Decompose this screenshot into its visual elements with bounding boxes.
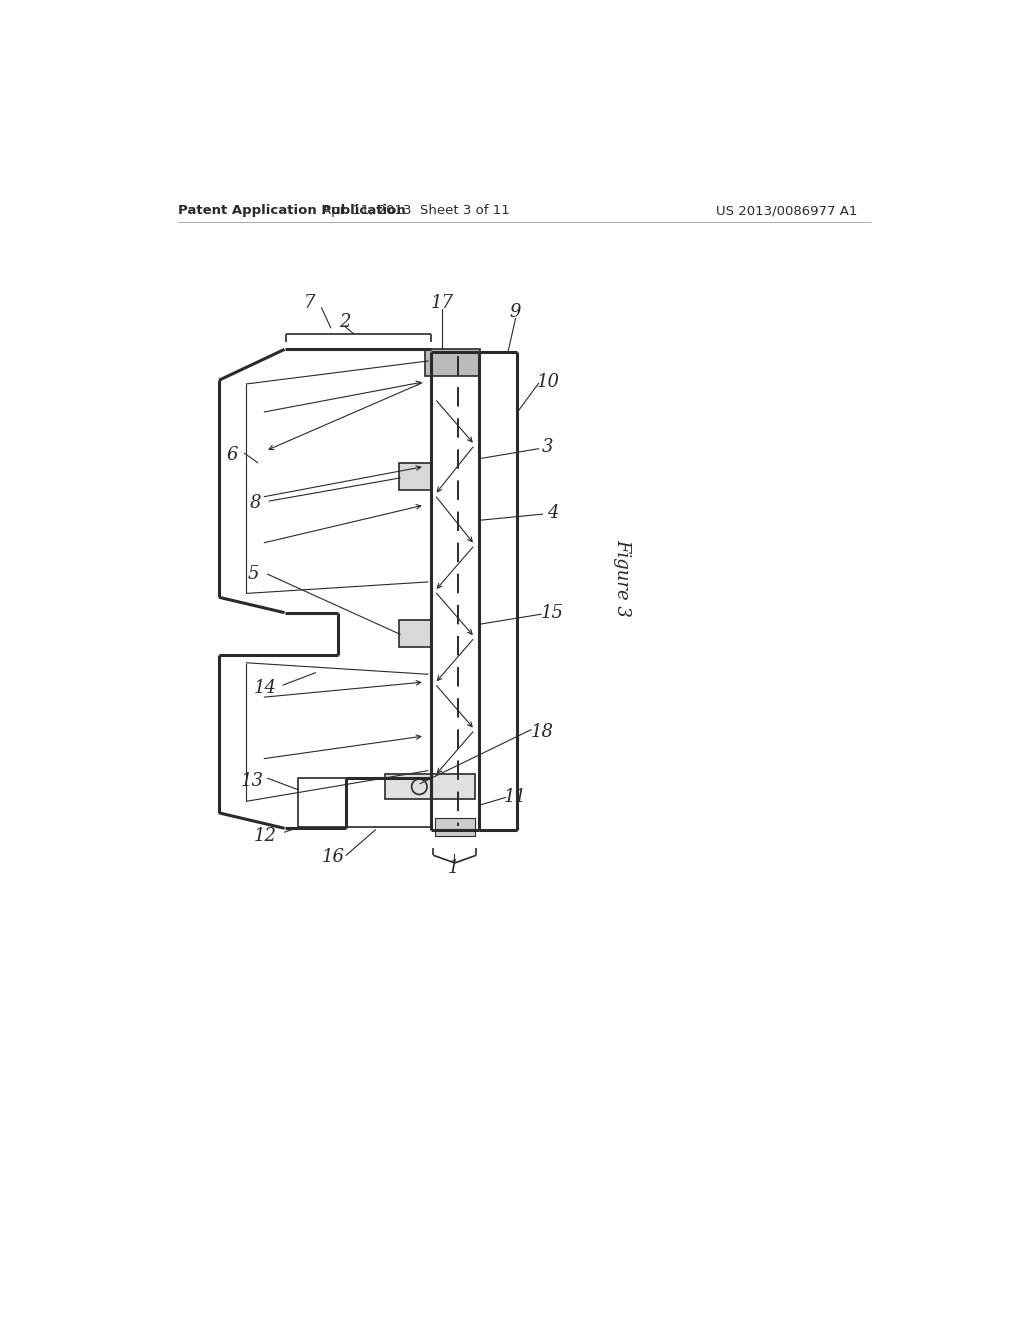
Text: 7: 7 (304, 294, 315, 312)
Bar (435, 818, 475, 836)
Text: 9: 9 (510, 304, 521, 321)
Bar (398, 620, 432, 647)
Text: 8: 8 (250, 495, 261, 512)
Text: 4: 4 (547, 504, 558, 521)
Text: 11: 11 (504, 788, 527, 807)
Bar (425, 348, 480, 376)
Text: 6: 6 (226, 446, 238, 463)
Text: 12: 12 (254, 828, 276, 845)
Text: 10: 10 (537, 372, 559, 391)
Text: 3: 3 (542, 438, 554, 457)
Text: 18: 18 (531, 723, 554, 741)
Text: 13: 13 (241, 772, 264, 789)
Text: 2: 2 (339, 313, 350, 330)
Bar (385, 775, 475, 799)
Text: 1: 1 (449, 859, 460, 878)
Text: 5: 5 (248, 565, 259, 583)
Text: 15: 15 (541, 603, 564, 622)
Text: Apr. 11, 2013  Sheet 3 of 11: Apr. 11, 2013 Sheet 3 of 11 (322, 205, 509, 218)
Text: Figure 3: Figure 3 (612, 539, 631, 616)
Text: US 2013/0086977 A1: US 2013/0086977 A1 (716, 205, 857, 218)
Bar (298, 779, 431, 826)
Text: 14: 14 (254, 680, 276, 697)
Text: 16: 16 (322, 847, 344, 866)
Bar (398, 462, 432, 490)
Text: Patent Application Publication: Patent Application Publication (178, 205, 407, 218)
Text: 17: 17 (431, 294, 454, 312)
